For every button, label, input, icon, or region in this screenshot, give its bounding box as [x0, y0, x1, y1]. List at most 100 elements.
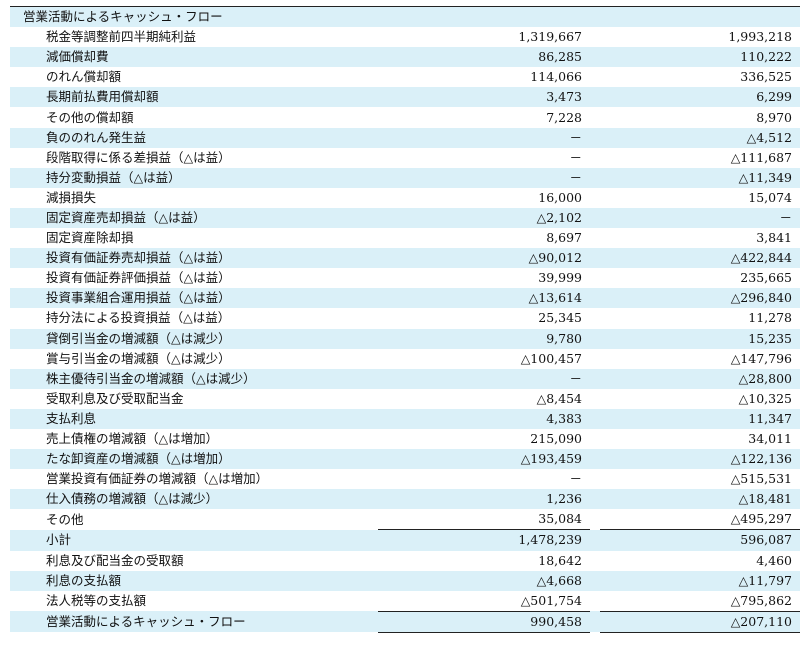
current-period-value: 336,525: [740, 69, 792, 85]
column-gap: [590, 248, 600, 269]
prior-period-value: △90,012: [378, 248, 590, 269]
table-row: 減損損失 16,000 15,074: [10, 188, 800, 208]
table-row: その他 35,084 △495,297: [10, 509, 800, 530]
row-label: 負ののれん発生益: [10, 127, 378, 148]
current-period-value: △296,840: [600, 288, 800, 309]
column-gap: [590, 188, 600, 208]
row-label: その他の償却額: [46, 109, 134, 125]
current-period-value: △28,800: [600, 368, 800, 389]
current-period-value: 110,222: [600, 47, 800, 68]
row-label: 長期前払費用償却額: [10, 87, 378, 108]
column-gap: [590, 27, 600, 47]
column-gap: [590, 551, 600, 571]
row-label: 営業活動によるキャッシュ・フロー: [10, 611, 378, 633]
row-label: 株主優待引当金の増減額（△は減少）: [10, 368, 378, 389]
column-gap: [590, 429, 600, 449]
column-gap: [590, 611, 600, 633]
table-row: 営業投資有価証券の増減額（△は増加） － △515,531: [10, 469, 800, 489]
prior-period-value: 4,383: [378, 408, 590, 429]
column-gap: [590, 368, 600, 389]
column-gap: [590, 469, 600, 489]
prior-period-value: 86,285: [378, 47, 590, 68]
current-period-value: △4,512: [600, 127, 800, 148]
table-row: 固定資産売却損益（△は益） △2,102 －: [10, 207, 800, 229]
column-gap: [590, 570, 600, 591]
table-row: 売上債権の増減額（△は増加） 215,090 34,011: [10, 429, 800, 449]
current-period-value: △10,325: [738, 390, 792, 406]
column-gap: [590, 349, 600, 369]
table-row: 株主優待引当金の増減額（△は減少）－ △28,800: [10, 368, 800, 389]
prior-period-value: [378, 6, 590, 28]
table-row: 貸倒引当金の増減額（△は減少） 9,780 15,235: [10, 328, 800, 349]
column-gap: [590, 87, 600, 108]
table-row: 投資有価証券評価損益（△は益） 39,999 235,665: [10, 268, 800, 288]
column-gap: [590, 591, 600, 612]
row-label: 投資事業組合運用損益（△は益）: [10, 288, 378, 309]
row-label: 営業活動によるキャッシュ・フロー: [10, 6, 378, 28]
current-period-value: △122,136: [600, 449, 800, 470]
current-period-value: 1,993,218: [728, 29, 792, 45]
column-gap: [590, 449, 600, 470]
column-gap: [590, 529, 600, 551]
prior-period-value: △8,454: [536, 390, 582, 406]
current-period-value: 11,347: [600, 408, 800, 429]
column-gap: [590, 408, 600, 429]
prior-period-value: △193,459: [378, 449, 590, 470]
row-label: 売上債権の増減額（△は増加）: [46, 431, 219, 447]
column-gap: [590, 288, 600, 309]
row-label: のれん償却額: [46, 69, 122, 85]
table-row: 負ののれん発生益－ △4,512: [10, 127, 800, 148]
column-gap: [590, 207, 600, 229]
current-period-value: △147,796: [730, 350, 792, 366]
prior-period-value: 7,228: [546, 109, 582, 125]
column-gap: [590, 167, 600, 188]
prior-period-value: △100,457: [520, 350, 582, 366]
current-period-value: 15,074: [748, 189, 792, 205]
table-row: 賞与引当金の増減額（△は減少） △100,457 △147,796: [10, 349, 800, 369]
prior-period-value: 9,780: [378, 328, 590, 349]
table-row: のれん償却額 114,066 336,525: [10, 67, 800, 87]
current-period-value: △111,687: [730, 149, 792, 165]
current-period-value: 3,841: [756, 230, 792, 246]
current-period-value: 8,970: [756, 109, 792, 125]
current-period-value: 6,299: [600, 87, 800, 108]
row-label: 投資有価証券売却損益（△は益）: [10, 248, 378, 269]
prior-period-value: △13,614: [378, 288, 590, 309]
column-gap: [590, 67, 600, 87]
column-gap: [590, 148, 600, 168]
table-row: 固定資産除却損 8,697 3,841: [10, 228, 800, 248]
row-label: 投資有価証券評価損益（△は益）: [46, 270, 231, 286]
prior-period-value: 25,345: [538, 310, 582, 326]
prior-period-value: △2,102: [378, 207, 590, 229]
prior-period-value: －: [378, 127, 590, 148]
current-period-value: △207,110: [600, 610, 800, 633]
table-row: 段階取得に係る差損益（△は益） － △111,687: [10, 148, 800, 168]
table-row: 小計 1,478,239 596,087: [10, 529, 800, 551]
table-row: 仕入債務の増減額（△は減少） 1,236 △18,481: [10, 489, 800, 510]
table-row: 営業活動によるキャッシュ・フロー 990,458 △207,110: [10, 610, 800, 633]
current-period-value: △11,797: [600, 570, 800, 591]
cash-flow-table: 営業活動によるキャッシュ・フロー 税金等調整前四半期純利益 1,319,667 1,9…: [10, 6, 800, 633]
current-period-value: △18,481: [600, 489, 800, 510]
table-row: 減価償却費 86,285 110,222: [10, 47, 800, 68]
prior-period-value: 114,066: [530, 69, 582, 85]
prior-period-value: 8,697: [546, 230, 582, 246]
prior-period-value: 1,319,667: [518, 29, 582, 45]
prior-period-value: 35,084: [538, 511, 582, 527]
current-period-value: [600, 6, 800, 28]
current-period-value: 4,460: [756, 552, 792, 568]
cash-flow-statement: 営業活動によるキャッシュ・フロー 税金等調整前四半期純利益 1,319,667 1,9…: [10, 6, 800, 633]
prior-period-value: －: [569, 149, 582, 165]
prior-period-value: 1,478,239: [378, 529, 590, 551]
table-row: 税金等調整前四半期純利益 1,319,667 1,993,218: [10, 27, 800, 47]
current-period-value: 235,665: [740, 270, 792, 286]
current-period-value: －: [600, 207, 800, 229]
row-label: 法人税等の支払額: [46, 593, 147, 609]
prior-period-value: 18,642: [538, 552, 582, 568]
current-period-value: △11,349: [600, 167, 800, 188]
table-row: 利息及び配当金の受取額 18,642 4,460: [10, 551, 800, 571]
table-row: 営業活動によるキャッシュ・フロー: [10, 6, 800, 28]
prior-period-value: 990,458: [378, 610, 590, 633]
row-label: 賞与引当金の増減額（△は減少）: [46, 350, 231, 366]
row-label: 支払利息: [10, 408, 378, 429]
